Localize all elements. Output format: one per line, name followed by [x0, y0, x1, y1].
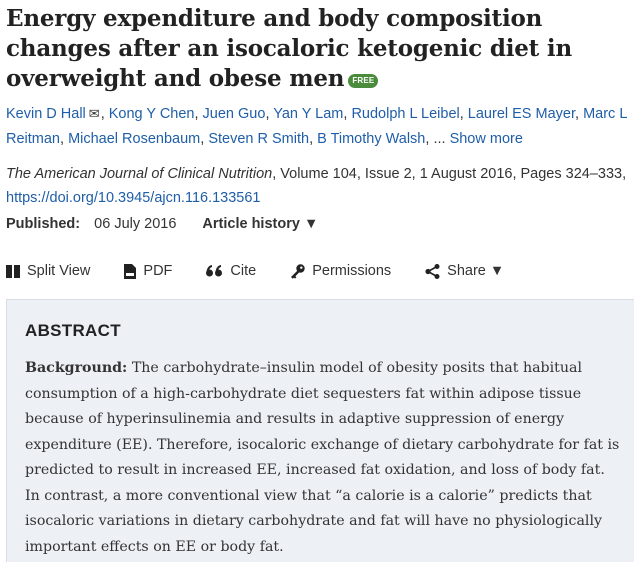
cite-label: Cite [230, 263, 257, 279]
envelope-icon[interactable]: ✉ [88, 106, 100, 121]
published-date: 06 July 2016 [94, 216, 177, 232]
abstract-heading: ABSTRACT [25, 321, 121, 340]
published-label: Published: [6, 216, 81, 232]
author-link[interactable]: Kong Y Chen [108, 106, 195, 122]
background-text: The carbohydrate–insulin model of obesit… [25, 360, 620, 555]
split-view-button[interactable]: Split View [6, 263, 90, 279]
key-icon [291, 263, 305, 279]
article-title: Energy expenditure and body composition … [6, 4, 630, 94]
permissions-label: Permissions [312, 263, 392, 279]
abstract-section: ABSTRACT Background: The carbohydrate–in… [6, 299, 634, 562]
journal-name: The American Journal of Clinical Nutriti… [6, 166, 273, 182]
free-badge: FREE [348, 74, 379, 88]
quote-icon [206, 265, 223, 277]
citation: The American Journal of Clinical Nutriti… [6, 162, 630, 210]
article-history-dropdown[interactable]: Article history ▼ [202, 216, 319, 232]
author-link[interactable]: Kevin D Hall [6, 106, 86, 122]
share-label: Share ▼ [447, 263, 505, 279]
share-dropdown[interactable]: Share ▼ [425, 263, 504, 279]
article-title-text: Energy expenditure and body composition … [6, 5, 572, 92]
author-link[interactable]: Laurel ES Mayer [467, 106, 575, 122]
author-link[interactable]: Steven R Smith [208, 131, 310, 147]
author-link[interactable]: Marc L Reitman [6, 106, 627, 147]
author-link[interactable]: Juen Guo [202, 106, 266, 122]
abstract-background-paragraph: Background: The carbohydrate–insulin mod… [25, 356, 621, 560]
split-view-label: Split View [27, 263, 91, 279]
permissions-button[interactable]: Permissions [290, 263, 391, 279]
author-ellipsis: ... [433, 131, 446, 147]
background-label: Background: [25, 360, 128, 376]
pdf-icon [124, 263, 137, 279]
author-link[interactable]: Rudolph L Leibel [351, 106, 460, 122]
article-toolbar: Split View PDF Cite Permissions Share ▼ [6, 258, 626, 284]
pdf-label: PDF [143, 263, 173, 279]
cite-button[interactable]: Cite [206, 263, 256, 279]
author-link[interactable]: B Timothy Walsh [317, 131, 426, 147]
author-link[interactable]: Yan Y Lam [273, 106, 344, 122]
published-row: Published: 06 July 2016 Article history … [6, 212, 626, 236]
author-list: Kevin D Hall ✉, Kong Y Chen, Juen Guo, Ya… [6, 106, 627, 147]
pdf-button[interactable]: PDF [124, 263, 172, 279]
share-icon [425, 263, 440, 279]
doi-link[interactable]: https://doi.org/10.3945/ajcn.116.133561 [6, 190, 261, 206]
split-view-icon [6, 264, 20, 278]
show-more-authors-link[interactable]: Show more [449, 131, 523, 147]
author-link[interactable]: Michael Rosenbaum [68, 131, 201, 147]
citation-details: , Volume 104, Issue 2, 1 August 2016, Pa… [272, 166, 627, 182]
